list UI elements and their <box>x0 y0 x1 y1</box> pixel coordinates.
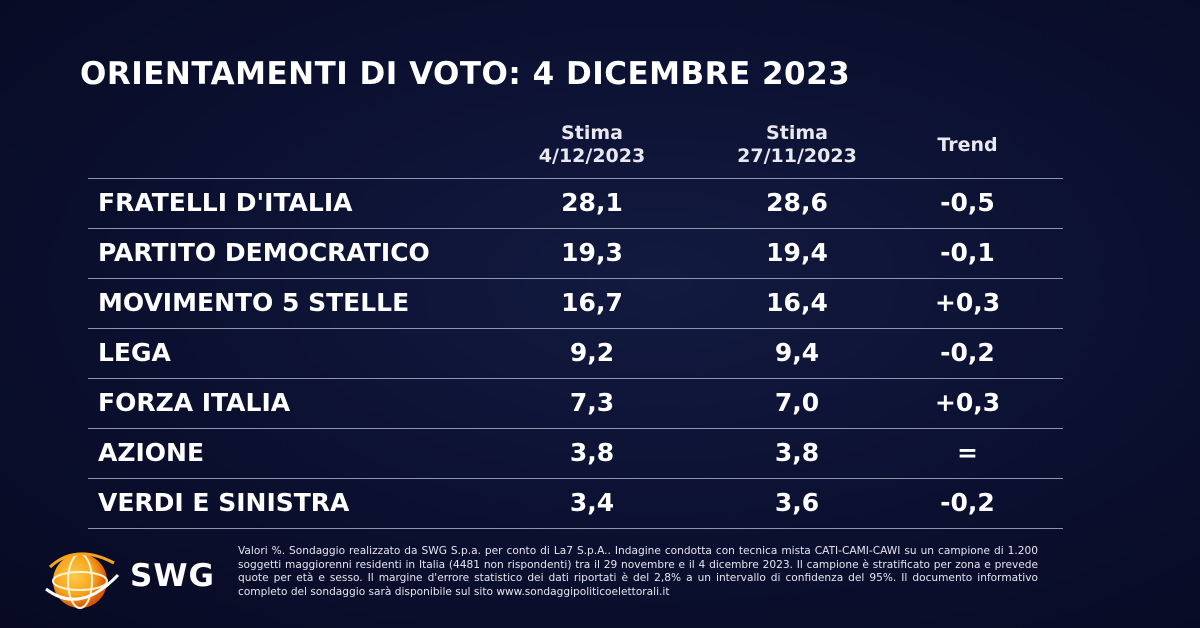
stima-27-11-value: 7,0 <box>774 388 820 417</box>
party-name: PARTITO DEMOCRATICO <box>98 238 430 267</box>
party-name: FRATELLI D'ITALIA <box>98 188 353 217</box>
trend-value: -0,2 <box>940 338 995 367</box>
table-row: AZIONE 3,8 3,8 = <box>88 428 1063 478</box>
stima-27-11-value: 3,6 <box>774 488 820 517</box>
stima-27-11-value: 3,8 <box>774 438 820 467</box>
trend-value: -0,1 <box>940 238 995 267</box>
trend-value: = <box>957 438 978 467</box>
footnote: Valori %. Sondaggio realizzato da SWG S.… <box>238 545 1038 598</box>
swg-globe-icon <box>45 552 120 609</box>
trend-value: +0,3 <box>934 288 1001 317</box>
stima-27-11-value: 28,6 <box>766 188 828 217</box>
stima-4-12-value: 7,3 <box>569 388 615 417</box>
stima-4-12-value: 3,4 <box>569 488 615 517</box>
table-row: FORZA ITALIA 7,3 7,0 +0,3 <box>88 378 1063 428</box>
party-name: FORZA ITALIA <box>98 388 291 417</box>
stima-4-12-value: 28,1 <box>561 188 623 217</box>
table-row: FRATELLI D'ITALIA 28,1 28,6 -0,5 <box>88 178 1063 228</box>
poll-table: FRATELLI D'ITALIA 28,1 28,6 -0,5 PARTITO DEM… <box>88 178 1063 529</box>
party-name: MOVIMENTO 5 STELLE <box>98 288 410 317</box>
stima-4-12-value: 3,8 <box>569 438 615 467</box>
table-row: LEGA 9,2 9,4 -0,2 <box>88 328 1063 378</box>
table-row: PARTITO DEMOCRATICO 19,3 19,4 -0,1 <box>88 228 1063 278</box>
stima-4-12-value: 16,7 <box>561 288 623 317</box>
swg-logo: SWG <box>36 545 236 615</box>
stima-4-12-value: 19,3 <box>561 238 623 267</box>
stima-27-11-value: 16,4 <box>766 288 828 317</box>
column-header-line1: Stima <box>561 122 623 144</box>
trend-value: -0,5 <box>940 188 995 217</box>
table-row: MOVIMENTO 5 STELLE 16,7 16,4 +0,3 <box>88 278 1063 328</box>
column-header-stima-4-12: Stima 4/12/2023 <box>522 122 662 168</box>
trend-value: +0,3 <box>934 388 1001 417</box>
column-header-line1: Stima <box>766 122 828 144</box>
column-header-line2: 4/12/2023 <box>538 145 646 167</box>
trend-value: -0,2 <box>940 488 995 517</box>
page-title: ORIENTAMENTI DI VOTO: 4 DICEMBRE 2023 <box>80 56 851 92</box>
stima-27-11-value: 9,4 <box>774 338 820 367</box>
party-name: LEGA <box>98 338 171 367</box>
column-header-stima-27-11: Stima 27/11/2023 <box>722 122 872 168</box>
column-header-line1: Trend <box>937 134 998 156</box>
table-row: VERDI E SINISTRA 3,4 3,6 -0,2 <box>88 478 1063 529</box>
party-name: AZIONE <box>98 438 205 467</box>
column-header-line2: 27/11/2023 <box>737 145 857 167</box>
logo-text: SWG <box>130 558 215 594</box>
party-name: VERDI E SINISTRA <box>98 488 350 517</box>
stima-4-12-value: 9,2 <box>569 338 615 367</box>
column-header-trend: Trend <box>920 134 1015 157</box>
stima-27-11-value: 19,4 <box>766 238 828 267</box>
